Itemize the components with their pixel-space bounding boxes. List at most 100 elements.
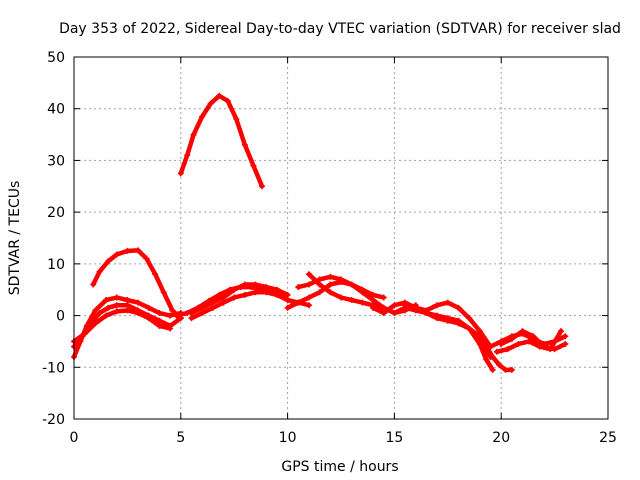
grid-lines: [74, 57, 608, 419]
series-sat-o: [466, 325, 515, 373]
data-point: [489, 366, 496, 373]
data-point: [391, 302, 398, 309]
data-point: [152, 271, 159, 278]
series-line: [402, 302, 495, 373]
x-tick-label: 20: [492, 430, 510, 446]
data-point: [113, 294, 120, 301]
data-point: [338, 294, 344, 301]
data-point: [284, 304, 291, 311]
data-point: [496, 361, 503, 368]
data-point: [476, 333, 483, 340]
data-point: [316, 289, 323, 296]
data-point: [124, 247, 131, 254]
data-point: [250, 162, 257, 169]
series-sat-r: [493, 328, 565, 355]
data-point: [81, 330, 88, 337]
data-point: [327, 281, 334, 288]
data-point: [173, 312, 180, 319]
data-point: [493, 348, 500, 355]
y-tick-label: 30: [47, 153, 65, 169]
data-point: [434, 315, 441, 322]
data-point: [105, 258, 112, 265]
series-line: [285, 279, 386, 311]
data-point: [444, 317, 451, 324]
series-sat-i: [284, 278, 387, 311]
data-point: [305, 294, 312, 301]
data-point: [412, 304, 419, 311]
data-point: [466, 315, 473, 322]
data-point: [188, 315, 195, 322]
data-point: [502, 366, 509, 373]
x-tick-label: 10: [279, 430, 297, 446]
series-sat-e: [71, 307, 174, 345]
data-point: [487, 343, 494, 350]
series-sat-a: [177, 92, 265, 190]
data-point: [241, 281, 248, 288]
data-point: [536, 343, 543, 350]
data-point: [263, 289, 270, 296]
data-point: [224, 97, 231, 104]
series-sat-h: [188, 281, 291, 316]
data-point: [156, 309, 163, 316]
data-point: [530, 333, 537, 340]
data-point: [348, 297, 355, 304]
data-point: [135, 309, 142, 316]
data-point: [199, 309, 206, 316]
y-tick-label: -20: [42, 412, 65, 428]
data-point: [305, 302, 312, 309]
data-point: [444, 299, 451, 306]
data-point: [156, 317, 163, 324]
data-point: [96, 268, 103, 275]
data-point: [258, 183, 265, 190]
data-point: [273, 286, 280, 293]
series-line: [370, 300, 493, 349]
data-point: [209, 299, 216, 306]
data-point: [498, 341, 505, 348]
data-point: [190, 131, 197, 138]
data-point: [562, 341, 569, 348]
data-point: [145, 304, 152, 311]
data-point: [220, 299, 227, 306]
x-tick-label: 25: [599, 430, 617, 446]
data-point: [216, 92, 223, 99]
data-point: [423, 309, 430, 316]
data-point: [252, 289, 259, 296]
data-point: [327, 273, 334, 280]
data-point: [199, 304, 206, 311]
data-point: [233, 116, 240, 123]
data-point: [273, 291, 280, 298]
y-tick-label: 10: [47, 257, 65, 273]
data-point: [241, 291, 248, 298]
data-point: [124, 302, 131, 309]
data-point: [380, 294, 387, 301]
data-point: [525, 338, 532, 345]
data-point: [348, 281, 355, 288]
data-point: [380, 309, 387, 316]
data-point: [145, 315, 152, 322]
data-point: [476, 341, 483, 348]
data-point: [455, 320, 462, 327]
data-point: [316, 281, 323, 288]
y-tick-label: 50: [47, 50, 65, 66]
data-point: [169, 307, 176, 314]
plot-frame: [73, 56, 609, 420]
data-point: [338, 276, 344, 283]
series-sat-k: [305, 271, 387, 311]
x-tick-label: 5: [176, 430, 185, 446]
data-point: [316, 276, 323, 283]
data-point: [370, 297, 377, 304]
x-axis-title: GPS time / hours: [281, 459, 398, 475]
series-sat-l: [370, 299, 494, 350]
data-point: [177, 170, 184, 177]
data-point: [231, 286, 238, 293]
data-point: [295, 299, 302, 306]
data-point: [504, 346, 511, 353]
data-point: [402, 302, 409, 309]
data-point: [103, 297, 110, 304]
data-point: [476, 328, 483, 335]
data-point: [305, 271, 312, 278]
y-tick-label: 40: [47, 102, 65, 118]
data-point: [466, 325, 473, 332]
data-point: [370, 304, 377, 311]
